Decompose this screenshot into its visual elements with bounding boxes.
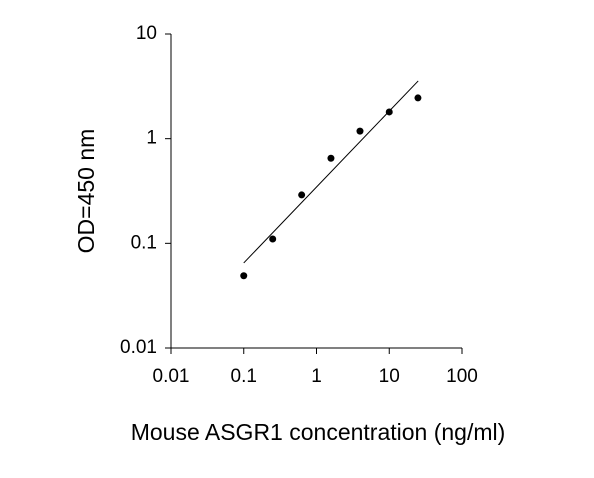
data-point (269, 235, 277, 243)
fit-line (243, 80, 419, 264)
x-tick-label: 100 (446, 366, 478, 387)
y-axis-label: OD=450 nm (73, 129, 99, 254)
y-tick-label: 0.1 (131, 232, 157, 253)
data-point (385, 108, 393, 116)
data-point (327, 154, 335, 162)
x-tick-label: 0.01 (153, 366, 190, 387)
y-tick-label: 1 (146, 128, 157, 149)
x-tick-label: 10 (379, 366, 400, 387)
data-point (414, 94, 422, 102)
y-tick-label: 0.01 (120, 337, 157, 358)
data-point (240, 272, 248, 280)
x-tick-label: 0.1 (231, 366, 257, 387)
data-point (356, 127, 364, 135)
x-tick-label: 1 (311, 366, 322, 387)
data-point (298, 191, 306, 199)
y-tick-label: 10 (136, 23, 157, 44)
x-axis-label: Mouse ASGR1 concentration (ng/ml) (131, 419, 506, 445)
